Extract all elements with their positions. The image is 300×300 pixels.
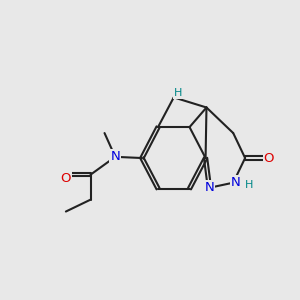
Text: H: H: [244, 180, 253, 190]
Text: N: N: [110, 150, 120, 163]
Text: H: H: [174, 88, 182, 98]
Text: O: O: [264, 152, 274, 164]
Text: N: N: [205, 181, 214, 194]
Text: O: O: [61, 172, 71, 185]
Text: N: N: [231, 176, 241, 189]
